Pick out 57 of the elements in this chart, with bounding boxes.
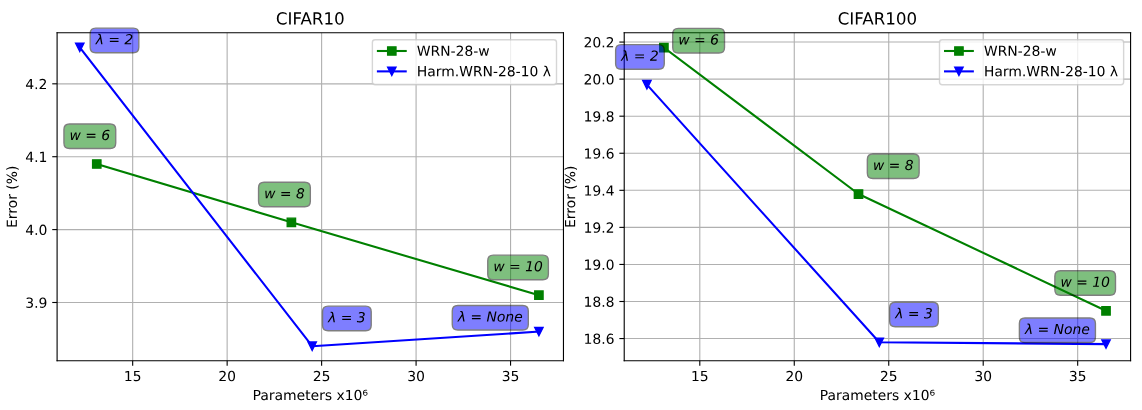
point	[642, 79, 652, 90]
x-axis-title: Parameters x10⁶	[253, 389, 368, 401]
point	[286, 217, 297, 228]
annotation: λ = 2	[95, 33, 133, 45]
y-tick-label: 19.6	[585, 148, 614, 159]
annotation: λ = 3	[327, 311, 365, 323]
x-tick-label: 35	[502, 370, 519, 382]
annotation: λ = 3	[894, 307, 932, 319]
annotation: w = 8	[874, 159, 913, 171]
y-tick-label: 4.2	[25, 78, 46, 90]
annotation: w = 6	[70, 129, 110, 141]
y-tick-label: 20.0	[584, 74, 614, 85]
point	[91, 159, 102, 169]
annotation: λ = None	[457, 311, 523, 322]
annotation: λ = 2	[620, 50, 658, 61]
x-tick-label: 35	[1069, 370, 1086, 382]
x-tick-label: 20	[219, 370, 236, 382]
annotation: λ = None	[1024, 323, 1090, 335]
point	[534, 290, 544, 301]
point	[1101, 305, 1111, 316]
x-tick-label: 25	[880, 370, 897, 382]
chart-title: CIFAR10	[276, 12, 344, 25]
annotation: w = 6	[679, 34, 719, 45]
x-tick-label: 25	[313, 370, 330, 382]
y-tick-label: 19.0	[585, 259, 614, 270]
x-tick-label: 30	[408, 370, 424, 382]
y-tick-label: 18.6	[585, 333, 614, 345]
x-tick-label: 15	[692, 370, 708, 382]
legend-label: WRN-28-w	[417, 45, 490, 57]
point	[534, 326, 544, 337]
legend-label: Harm.WRN-28-10 λ	[418, 65, 551, 77]
y-tick-label: 19.4	[585, 185, 614, 196]
y-tick-label: 19.2	[585, 222, 614, 233]
annotation: w = 10	[494, 260, 543, 272]
point	[1101, 339, 1111, 349]
x-tick-label: 30	[975, 370, 992, 382]
y-tick-label: 4.1	[25, 151, 47, 162]
y-axis-title: Error (%)	[564, 166, 577, 227]
chart-title: CIFAR100	[838, 12, 916, 25]
y-tick-label: 20.2	[584, 37, 614, 48]
y-axis-title: Error (%)	[6, 166, 19, 227]
annotation: w = 8	[265, 188, 305, 199]
point	[874, 337, 885, 348]
point	[74, 42, 85, 53]
legend-label: WRN-28-w	[984, 45, 1057, 57]
x-axis-title: Parameters x10⁶	[821, 389, 935, 401]
x-tick-label: 15	[125, 370, 141, 382]
x-tick-label: 20	[786, 370, 803, 382]
point	[307, 341, 318, 352]
point	[853, 189, 864, 199]
annotation: w = 10	[1061, 276, 1110, 288]
legend-label: Harm.WRN-28-10 λ	[985, 65, 1118, 77]
y-tick-label: 4.0	[25, 224, 47, 236]
y-tick-label: 18.8	[585, 296, 614, 307]
y-tick-label: 19.8	[585, 111, 614, 122]
y-tick-label: 3.9	[26, 297, 47, 308]
point	[659, 42, 669, 53]
